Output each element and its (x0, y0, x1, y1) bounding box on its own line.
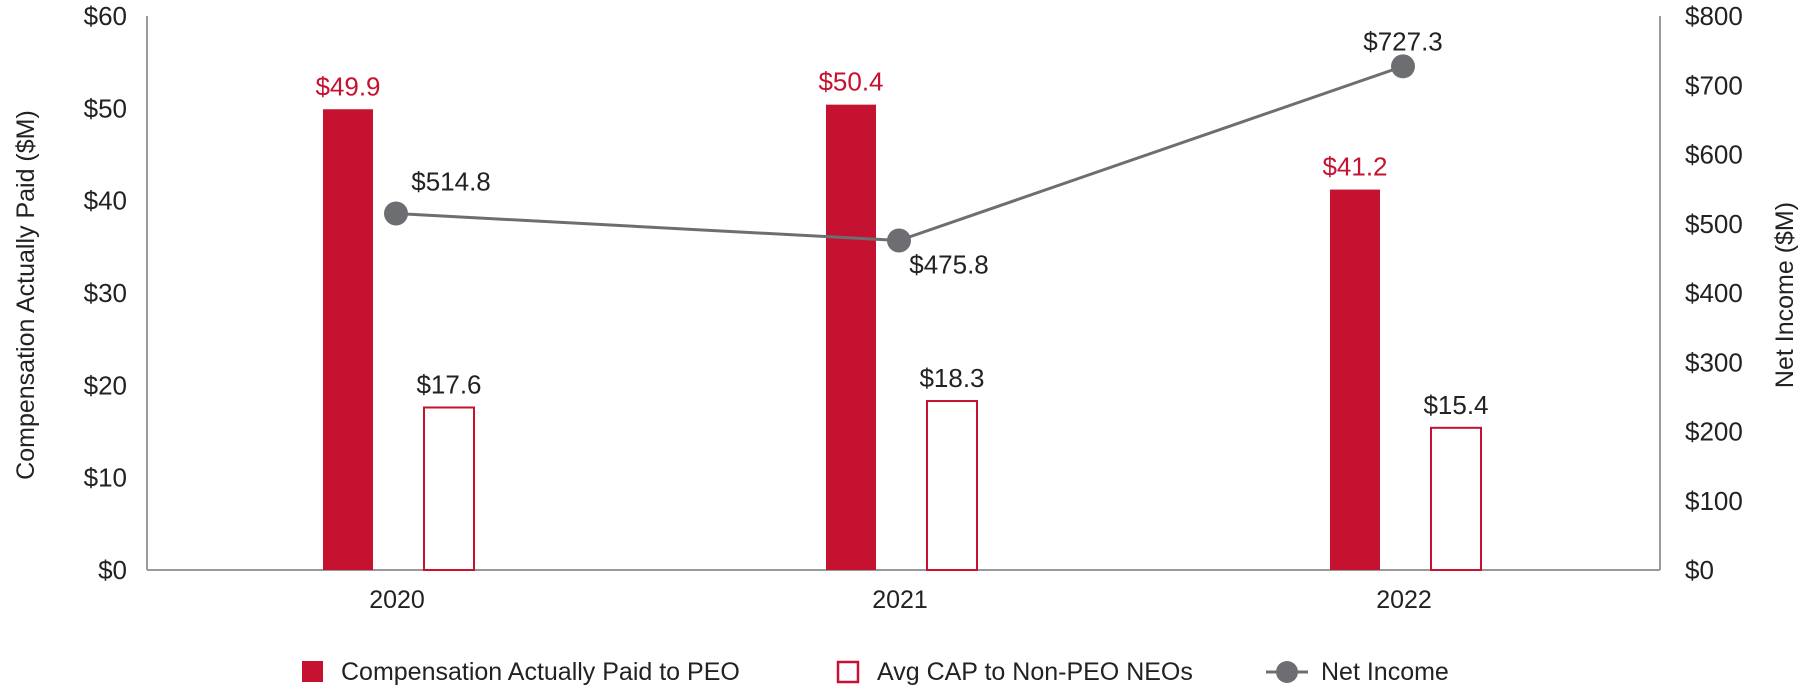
x-tick-label: 2020 (369, 586, 425, 614)
y-axis-label-right: Net Income ($M) (1771, 202, 1799, 388)
data-labels: $49.9 $17.6 $50.4 $18.3 $41.2 $15.4 $514.8 $475… (315, 26, 1488, 419)
legend-swatch-peo (302, 661, 323, 682)
net-income-line (395, 64, 1404, 243)
y-tick-right: $200 (1685, 417, 1743, 447)
legend-label-neo: Avg CAP to Non-PEO NEOs (877, 658, 1193, 686)
right-tick-labels: $0 $100 $200 $300 $400 $500 $600 $700 $800 (1685, 1, 1743, 585)
y-tick-left: $50 (84, 93, 127, 123)
net-income-label: $727.3 (1363, 26, 1443, 56)
line-series (384, 54, 1415, 253)
y-tick-right: $400 (1685, 278, 1743, 308)
legend-swatch-net-income-marker (1276, 661, 1298, 683)
bar-peo-label: $49.9 (315, 71, 380, 101)
y-tick-right: $600 (1685, 140, 1743, 170)
legend-label-peo: Compensation Actually Paid to PEO (341, 658, 740, 686)
bar-peo-label: $41.2 (1322, 152, 1387, 182)
bar-neo-label: $18.3 (919, 363, 984, 393)
bar-peo (323, 109, 373, 571)
legend-label-net-income: Net Income (1321, 658, 1449, 686)
net-income-marker (1391, 54, 1415, 79)
bar-peo (826, 104, 876, 570)
left-tick-labels: $0 $10 $20 $30 $40 $50 $60 (84, 1, 127, 585)
y-tick-left: $10 (84, 463, 127, 493)
net-income-label: $514.8 (411, 167, 491, 197)
net-income-marker (887, 228, 911, 253)
bar-neo-label: $15.4 (1423, 390, 1488, 420)
bar-neo-label: $17.6 (416, 369, 481, 399)
x-tick-labels: 2020 2021 2022 (369, 586, 1432, 614)
y-tick-left: $60 (84, 1, 127, 31)
y-axis-label-left: Compensation Actually Paid ($M) (12, 110, 40, 480)
bar-neo (423, 406, 475, 572)
y-tick-right: $300 (1685, 347, 1743, 377)
bar-neo (926, 400, 978, 571)
y-tick-right: $0 (1685, 555, 1714, 585)
y-tick-right: $100 (1685, 486, 1743, 516)
bar-series (323, 104, 1482, 572)
y-tick-right: $800 (1685, 1, 1743, 31)
x-tick-label: 2021 (872, 586, 928, 614)
y-tick-left: $30 (84, 278, 127, 308)
bar-neo (1430, 426, 1482, 571)
legend-swatch-neo (836, 660, 860, 684)
bar-peo-label: $50.4 (818, 67, 883, 97)
y-tick-left: $0 (98, 555, 127, 585)
net-income-label: $475.8 (909, 250, 989, 280)
legend: Compensation Actually Paid to PEO Avg CA… (302, 658, 1449, 686)
y-tick-left: $40 (84, 186, 127, 216)
axes (146, 16, 1661, 571)
y-tick-right: $700 (1685, 70, 1743, 100)
x-tick-label: 2022 (1376, 586, 1432, 614)
y-tick-left: $20 (84, 370, 127, 400)
y-tick-right: $500 (1685, 209, 1743, 239)
net-income-marker (384, 201, 408, 226)
bar-peo (1330, 189, 1380, 570)
